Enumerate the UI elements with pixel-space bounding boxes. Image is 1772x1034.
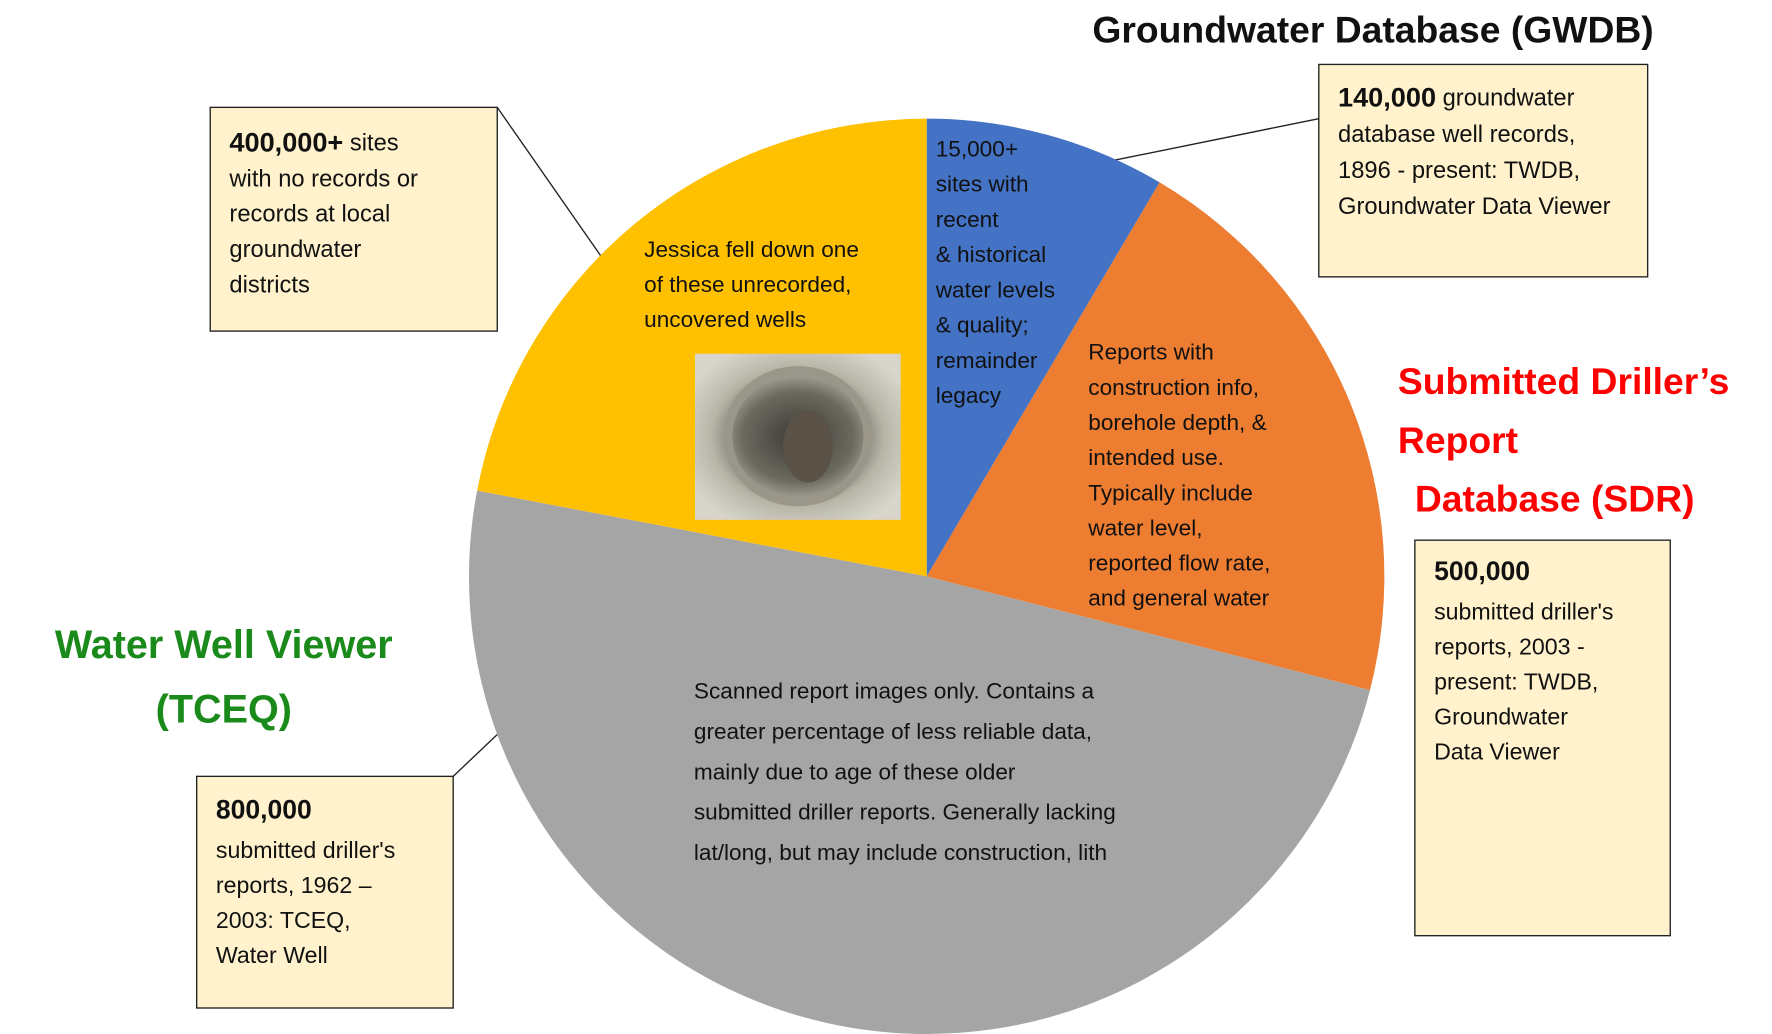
box-text: districts (229, 272, 309, 298)
slice-text: & historical (936, 242, 1047, 267)
box-text: Data Viewer (1434, 738, 1560, 764)
box-text: 2003: TCEQ, (216, 907, 351, 933)
box-heading: 140,000 (1338, 82, 1436, 113)
gwdb-title: Groundwater Database (GWDB) (1092, 9, 1653, 51)
sdr-title: Report (1398, 419, 1518, 461)
donkey (783, 410, 833, 482)
box-text: Groundwater Data Viewer (1338, 194, 1611, 220)
box-text: groundwater (229, 237, 361, 263)
slice-text: intended use. (1088, 445, 1224, 470)
connector (497, 107, 601, 256)
slice-text: remainder (936, 348, 1038, 373)
box-text: records at local (229, 202, 390, 228)
slice-text: 15,000+ (936, 136, 1018, 161)
connector (453, 735, 497, 777)
box-heading-line: 140,000 groundwater (1338, 82, 1575, 113)
tceq-title: (TCEQ) (156, 687, 292, 731)
box-text: present: TWDB, (1434, 668, 1598, 694)
slice-text: submitted driller reports. Generally lac… (694, 800, 1116, 825)
tceq-title: Water Well Viewer (55, 623, 393, 667)
slice-text: Reports with (1088, 340, 1214, 365)
box-text: database well records, (1338, 122, 1575, 148)
slice-text: Typically include (1088, 480, 1253, 505)
slice-text: sites with (936, 172, 1029, 197)
box-text: reports, 2003 - (1434, 633, 1585, 659)
box-text: submitted driller's (1434, 598, 1613, 624)
box-text: 1896 - present: TWDB, (1338, 158, 1580, 184)
pie (469, 119, 1384, 1034)
box-heading-line: 400,000+ sites (229, 127, 398, 158)
slice-text: water levels (935, 277, 1055, 302)
sdr-title: Database (SDR) (1415, 478, 1695, 520)
box-heading: 500,000 (1434, 556, 1530, 586)
slice-text: uncovered wells (644, 307, 806, 332)
slice-text: of these unrecorded, (644, 272, 851, 297)
slice-text: and general water (1088, 586, 1269, 611)
slice-text: legacy (936, 383, 1002, 408)
box-heading: 400,000+ (229, 127, 343, 158)
slice-text: mainly due to age of these older (694, 759, 1016, 784)
box-text: reports, 1962 – (216, 872, 372, 898)
box-heading: 800,000 (216, 794, 312, 824)
box-text: with no records or (228, 166, 418, 192)
box-text: Water Well (216, 942, 328, 968)
connector (1113, 119, 1319, 161)
well-photo (695, 354, 901, 520)
infographic: Groundwater Database (GWDB) Submitted Dr… (0, 0, 1772, 1034)
box-text: Groundwater (1434, 703, 1568, 729)
slice-text: Jessica fell down one (644, 237, 859, 262)
slice-text: & quality; (936, 313, 1029, 338)
slice-text: recent (936, 207, 1000, 232)
slice-text: greater percentage of less reliable data… (694, 719, 1092, 744)
box-heading-line: 500,000 (1434, 556, 1530, 586)
slice-text: lat/long, but may include construction, … (694, 840, 1107, 865)
slice-text: construction info, (1088, 375, 1259, 400)
slice-text: borehole depth, & (1088, 410, 1266, 435)
box-text: sites (343, 131, 398, 157)
box-text: submitted driller's (216, 837, 395, 863)
slice-text: water level, (1087, 515, 1202, 540)
sdr-title: Submitted Driller’s (1398, 360, 1729, 402)
slice-text: Scanned report images only. Contains a (694, 679, 1095, 704)
box-heading-line: 800,000 (216, 794, 312, 824)
slice-text: reported flow rate, (1088, 551, 1270, 576)
box-text: groundwater (1436, 86, 1575, 112)
